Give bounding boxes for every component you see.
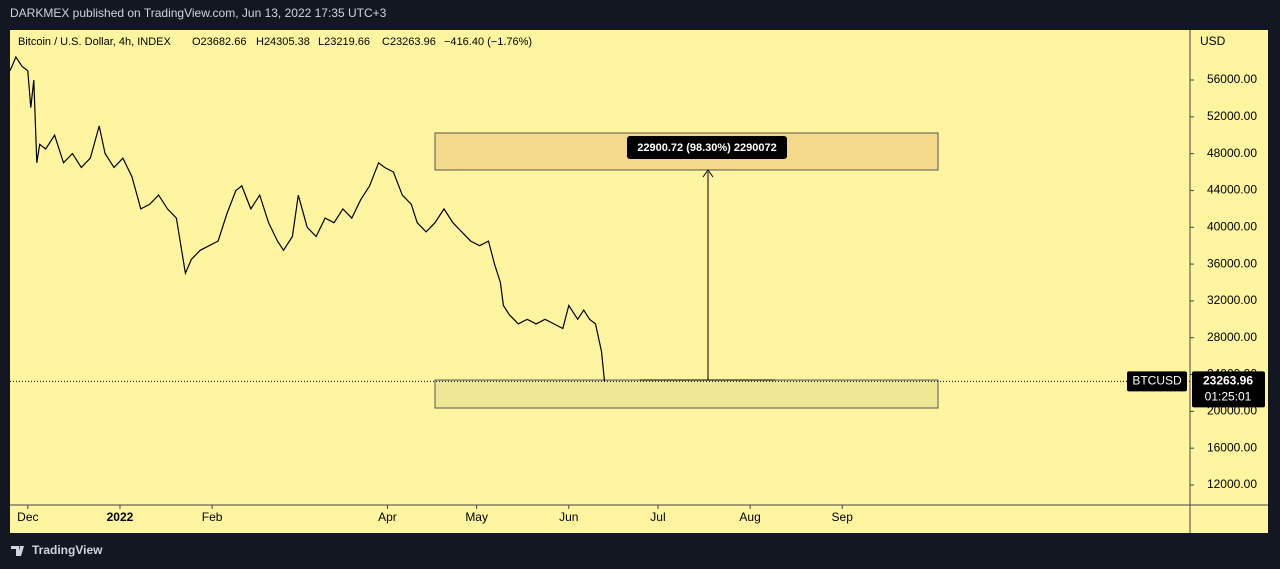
y-tick-label: 56000.00 [1207, 72, 1257, 86]
price-label-box [1192, 371, 1265, 408]
axis-label: USD [1200, 34, 1226, 48]
logo [11, 546, 24, 556]
y-tick-label: 52000.00 [1207, 109, 1257, 123]
y-tick-label: 12000.00 [1207, 477, 1257, 491]
y-tick-label: 44000.00 [1207, 183, 1257, 197]
symbol-label: BTCUSD [1132, 373, 1182, 387]
chart-background [10, 30, 1268, 533]
publisher: DARKMEX published on TradingView.com, Ju… [10, 6, 387, 20]
entry-zone [434, 379, 939, 409]
x-tick-label: Jun [559, 510, 578, 524]
x-tick-label: Sep [832, 510, 854, 524]
x-tick-label: Feb [202, 510, 223, 524]
price-label: 23263.96 [1203, 373, 1253, 387]
measure-label-box [627, 136, 787, 159]
low: L23219.66 [318, 36, 370, 48]
x-tick-label: Jul [650, 510, 665, 524]
y-tick-label: 40000.00 [1207, 219, 1257, 233]
brand: TradingView [32, 543, 103, 557]
arrow-head [702, 169, 714, 178]
y-tick-label: 32000.00 [1207, 293, 1257, 307]
y-tick-label: 48000.00 [1207, 146, 1257, 160]
x-tick-label: Aug [739, 510, 760, 524]
x-tick-label: 2022 [107, 510, 134, 524]
symbol-label-box [1127, 371, 1187, 392]
high: H24305.38 [256, 36, 310, 48]
open: O23682.66 [192, 36, 246, 48]
x-tick-label: May [465, 510, 488, 524]
change: −416.40 (−1.76%) [444, 36, 532, 48]
y-tick-label: 36000.00 [1207, 256, 1257, 270]
price-line [9, 55, 606, 382]
y-tick-label: 28000.00 [1207, 330, 1257, 344]
x-tick-label: Apr [378, 510, 397, 524]
legend: Bitcoin / U.S. Dollar, 4h, INDEX O23682.… [18, 36, 532, 48]
y-tick-label: 16000.00 [1207, 440, 1257, 454]
close: C23263.96 [382, 36, 436, 48]
countdown: 01:25:01 [1205, 389, 1252, 403]
plot: 12000.0016000.0020000.0024000.0028000.00… [9, 55, 1265, 524]
measure-label: 22900.72 (98.30%) 2290072 [637, 142, 776, 154]
symbol: Bitcoin / U.S. Dollar, 4h, INDEX [18, 36, 171, 48]
x-tick-label: Dec [17, 510, 38, 524]
